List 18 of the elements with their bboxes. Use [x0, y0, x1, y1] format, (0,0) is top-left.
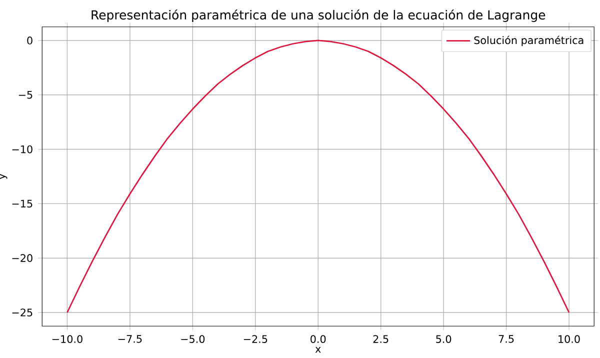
y-tick-label: −15 [12, 200, 32, 208]
x-tick-label: −5.0 [181, 335, 205, 343]
legend-label: Solución paramétrica [474, 36, 584, 46]
x-tick-label: −7.5 [118, 335, 142, 343]
y-tick-label: 0 [27, 36, 32, 44]
chart-title: Representación paramétrica de una solución de la ecuación de Lagrange [92, 9, 546, 22]
y-tick-label: −20 [12, 254, 32, 262]
y-tick-label: −5 [18, 91, 32, 99]
y-tick-label: −25 [12, 308, 32, 316]
x-tick-label: 10.0 [558, 335, 580, 343]
x-tick-label: 2.5 [373, 335, 388, 343]
x-tick-label: −2.5 [244, 335, 268, 343]
x-tick-label: 5.0 [436, 335, 452, 343]
x-tick-label: 0.0 [310, 335, 326, 343]
x-tick-label: 7.5 [498, 335, 514, 343]
x-axis-title: x [315, 346, 321, 353]
y-tick-label: −10 [12, 145, 32, 154]
x-tick-label: −10.0 [52, 335, 82, 343]
